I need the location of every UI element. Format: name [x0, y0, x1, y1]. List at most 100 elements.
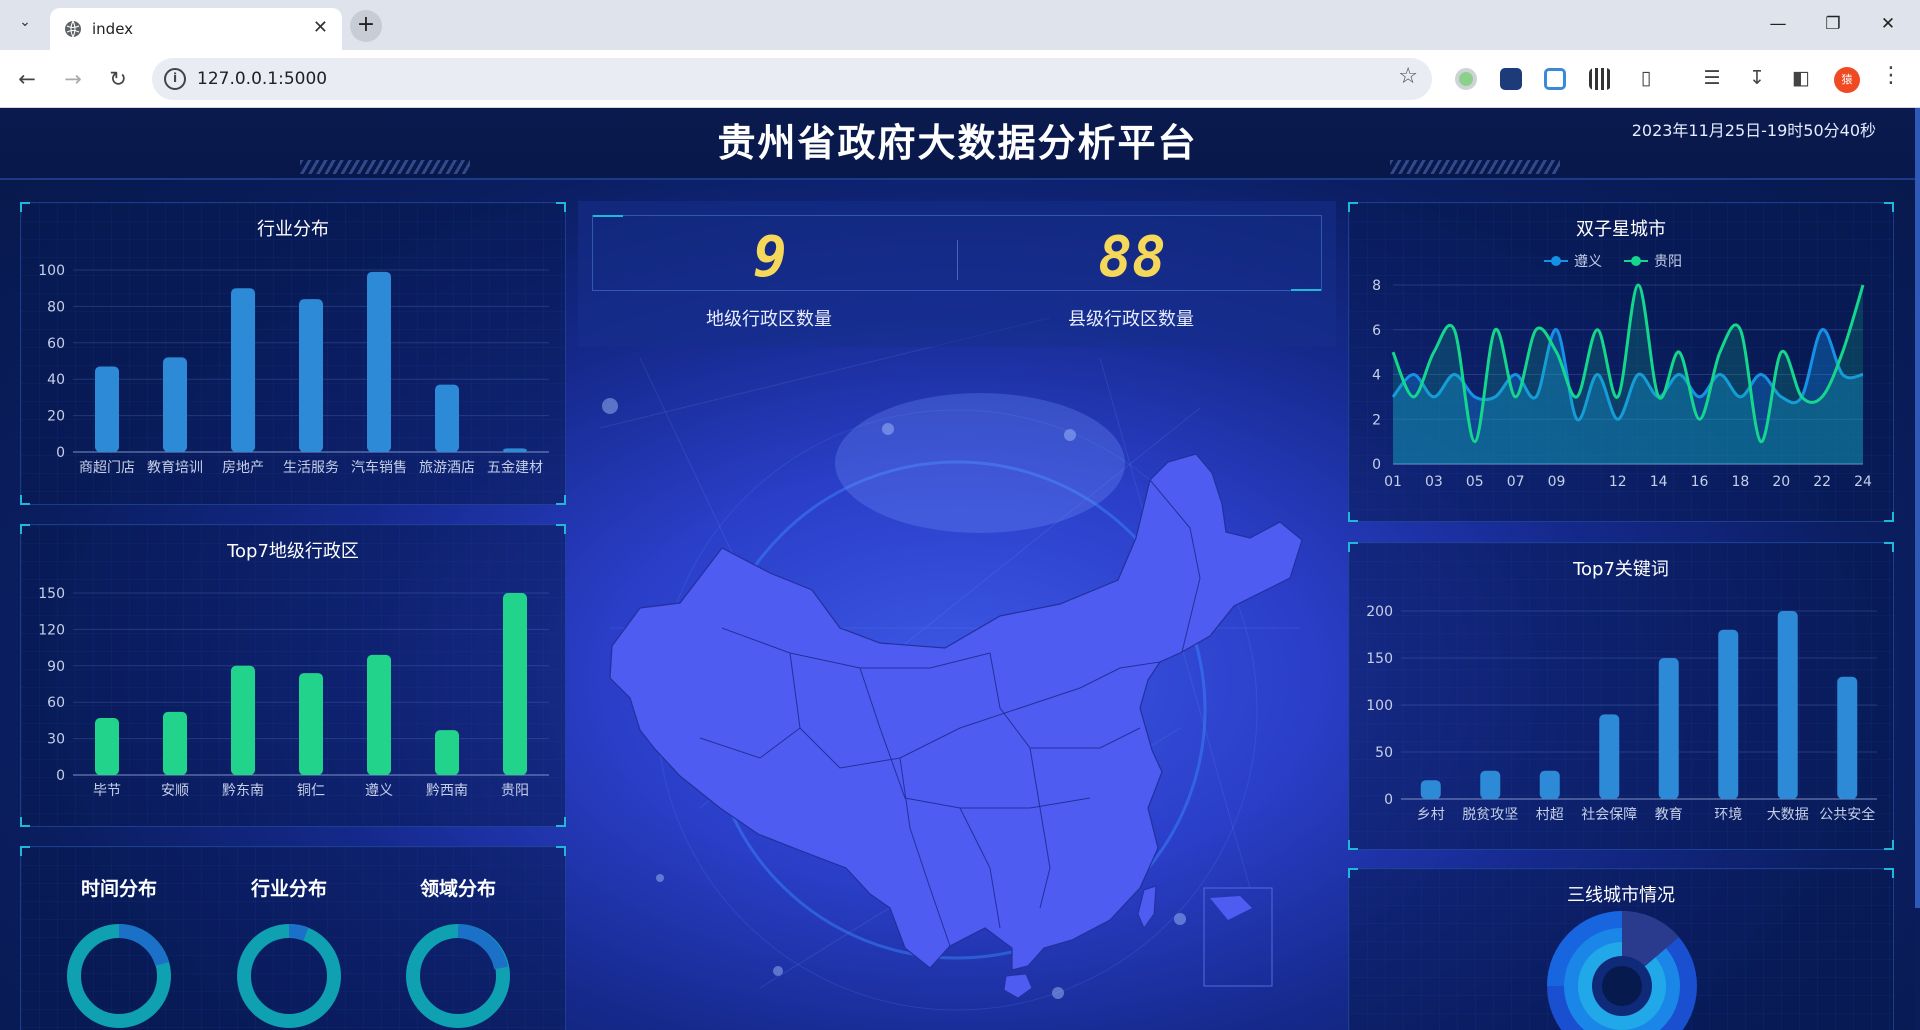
page-scrollbar[interactable]	[1915, 108, 1920, 1030]
address-bar[interactable]: i 127.0.0.1:5000 ☆	[152, 58, 1432, 100]
back-arrow-icon[interactable]: ←	[18, 67, 36, 91]
y-tick-label: 2	[1372, 412, 1381, 428]
y-tick-label: 60	[47, 336, 65, 352]
x-tick-label: 黔西南	[426, 783, 468, 799]
y-tick-label: 50	[1375, 745, 1393, 761]
bar	[1658, 658, 1679, 799]
profile-avatar[interactable]: 猿	[1834, 67, 1860, 93]
hainan-island	[1003, 973, 1033, 999]
twin-city-panel: 双子星城市 0 2 4 6 8 01 03 05 07 09 12 14 16 18 20 22 24 遵义 贵阳	[1348, 202, 1894, 522]
x-tick-label: 12	[1609, 474, 1627, 490]
restore-button[interactable]: ❐	[1825, 14, 1841, 34]
y-tick-label: 60	[47, 695, 65, 711]
x-tick-label: 旅游酒店	[419, 460, 475, 476]
x-tick-label: 07	[1507, 474, 1525, 490]
stat-box: 9 88 地级行政区数量 县级行政区数量	[578, 201, 1336, 347]
bar	[1777, 611, 1798, 799]
bar	[503, 448, 527, 452]
media-queue-icon[interactable]: ☰	[1703, 67, 1721, 89]
y-tick-label: 90	[47, 659, 65, 675]
county-label: 县级行政区数量	[1068, 309, 1194, 330]
window-close-button[interactable]: ✕	[1880, 14, 1896, 34]
x-tick-label: 乡村	[1417, 807, 1445, 823]
extension-green-icon[interactable]	[1455, 68, 1477, 90]
series-line	[1391, 283, 1865, 444]
puzzle-extensions-icon[interactable]: ▯	[1640, 67, 1652, 89]
industry-donut-chart	[237, 924, 341, 1028]
side-panel-icon[interactable]: ◧	[1792, 67, 1810, 89]
bar	[435, 730, 459, 775]
x-tick-label: 安顺	[161, 783, 189, 799]
time-donut-chart	[67, 924, 171, 1028]
extension-hex-icon[interactable]	[1500, 68, 1522, 90]
y-tick-label: 40	[47, 372, 65, 388]
south-sea-inset	[1203, 887, 1273, 987]
bar	[1718, 629, 1739, 799]
prefecture-label: 地级行政区数量	[706, 309, 832, 330]
x-tick-label: 五金建材	[487, 460, 543, 476]
x-tick-label: 铜仁	[297, 783, 325, 799]
bar	[95, 366, 119, 452]
url-text[interactable]: 127.0.0.1:5000	[197, 69, 328, 89]
x-tick-label: 生活服务	[283, 460, 339, 476]
y-tick-label: 200	[1366, 604, 1393, 620]
tab-close-icon[interactable]: ✕	[312, 17, 328, 38]
y-tick-label: 0	[1384, 792, 1393, 808]
y-tick-label: 4	[1372, 368, 1381, 384]
bookmark-star-icon[interactable]: ☆	[1398, 64, 1418, 89]
forward-arrow-icon[interactable]: →	[64, 67, 82, 91]
page-header: 贵州省政府大数据分析平台 2023年11月25日-19时50分40秒	[0, 108, 1920, 180]
browser-toolbar: ← → ↻ i 127.0.0.1:5000 ☆ ▯ ☰ ↧ ◧ 猿 ⋮	[0, 50, 1920, 108]
page-title: 贵州省政府大数据分析平台	[717, 121, 1198, 165]
x-tick-label: 村超	[1536, 807, 1564, 823]
x-tick-label: 脱贫攻坚	[1462, 807, 1518, 823]
hex-grid-area	[835, 393, 1125, 533]
y-tick-label: 80	[47, 299, 65, 315]
download-icon[interactable]: ↧	[1749, 67, 1765, 89]
reload-icon[interactable]: ↻	[109, 67, 127, 91]
x-tick-label: 社会保障	[1581, 807, 1637, 823]
legend-marker	[1631, 256, 1641, 266]
y-tick-label: 0	[1372, 457, 1381, 473]
datetime-display: 2023年11月25日-19时50分40秒	[1631, 121, 1876, 140]
scrollbar-thumb[interactable]	[1915, 108, 1920, 908]
y-tick-label: 120	[38, 622, 65, 638]
x-tick-label: 毕节	[93, 783, 121, 799]
tab-title: index	[92, 20, 134, 38]
menu-dots-icon[interactable]: ⋮	[1880, 63, 1902, 88]
bar	[163, 357, 187, 452]
x-tick-label: 黔东南	[222, 783, 264, 799]
tab-search-chevron-icon[interactable]: ⌄	[19, 14, 31, 30]
bar	[503, 593, 527, 775]
series-area	[1393, 285, 1863, 464]
keywords-panel: Top7关键词 0 50 100 150 200 乡村 脱贫攻坚 村超 社会保障 教育 环境 大数据公…	[1348, 542, 1894, 850]
bar	[435, 384, 459, 452]
industry-distribution-title: 行业分布	[250, 878, 327, 900]
y-tick-label: 20	[47, 409, 65, 425]
dashboard: 贵州省政府大数据分析平台 2023年11月25日-19时50分40秒 行业分布 …	[0, 108, 1920, 1030]
y-tick-label: 0	[56, 445, 65, 461]
y-tick-label: 8	[1372, 278, 1381, 294]
site-info-icon[interactable]: i	[164, 68, 186, 90]
panel-title: Top7地级行政区	[227, 541, 359, 562]
tier3-nightingale-chart	[1547, 910, 1697, 1030]
bar	[95, 717, 119, 775]
y-tick-label: 150	[1366, 651, 1393, 667]
x-tick-label: 教育	[1655, 807, 1683, 823]
prefecture-count: 9	[753, 225, 787, 290]
x-tick-label: 商超门店	[79, 460, 135, 476]
industry-panel: 行业分布 0 20 40 60 80 100 商超门店 教育培训 房地产 生活服务 汽车销售 旅游酒店…	[20, 202, 566, 505]
x-tick-label: 大数据	[1767, 807, 1809, 823]
browser-tab[interactable]: index ✕	[50, 8, 342, 50]
minimize-button[interactable]: —	[1769, 14, 1787, 34]
x-tick-label: 20	[1772, 474, 1790, 490]
new-tab-button[interactable]: +	[350, 10, 382, 42]
x-tick-label: 房地产	[222, 460, 264, 476]
x-tick-label: 09	[1548, 474, 1566, 490]
bar	[231, 288, 255, 452]
bar	[299, 299, 323, 452]
browser-tab-strip: ⌄ index ✕ + — ❐ ✕	[0, 0, 1920, 50]
y-tick-label: 30	[47, 732, 65, 748]
extension-circle-icon[interactable]	[1544, 68, 1566, 90]
qr-code-icon[interactable]	[1589, 68, 1611, 90]
